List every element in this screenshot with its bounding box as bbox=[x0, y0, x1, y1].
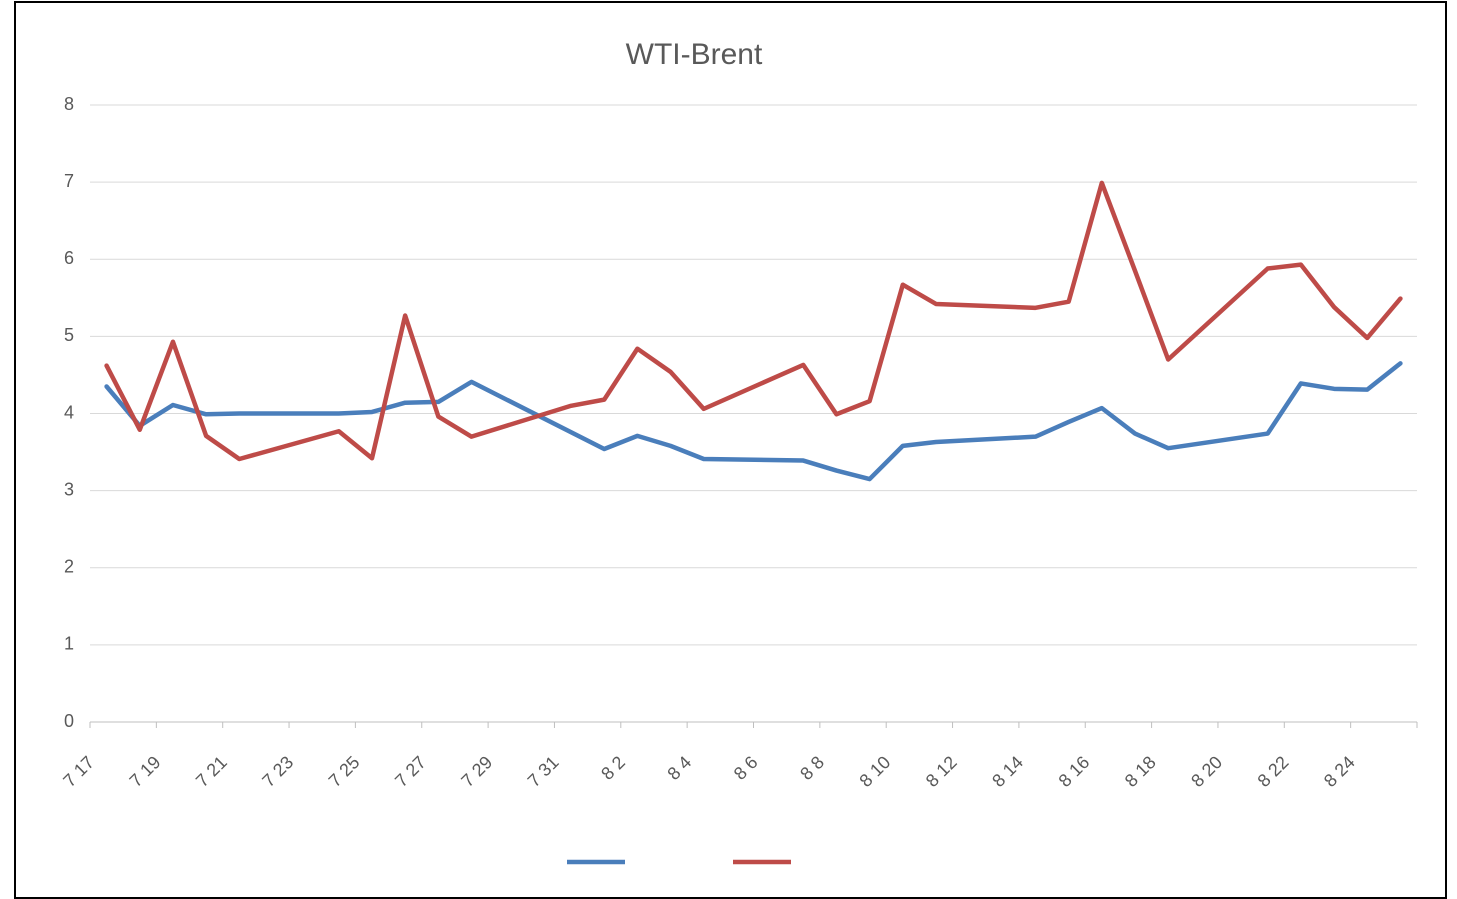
y-tick-label: 5 bbox=[64, 325, 74, 345]
y-tick-label: 3 bbox=[64, 479, 74, 499]
series-line bbox=[104, 361, 1403, 482]
y-tick-label: 8 bbox=[64, 94, 74, 114]
y-tick-label: 2 bbox=[64, 557, 74, 577]
chart-title: WTI-Brent bbox=[626, 38, 763, 71]
y-tick-label: 4 bbox=[64, 402, 74, 422]
y-tick-label: 7 bbox=[64, 171, 74, 191]
y-tick-label: 1 bbox=[64, 634, 74, 654]
series-line bbox=[104, 180, 1403, 462]
y-tick-label: 0 bbox=[64, 711, 74, 731]
y-tick-label: 6 bbox=[64, 248, 74, 268]
chart-border bbox=[14, 1, 1447, 899]
